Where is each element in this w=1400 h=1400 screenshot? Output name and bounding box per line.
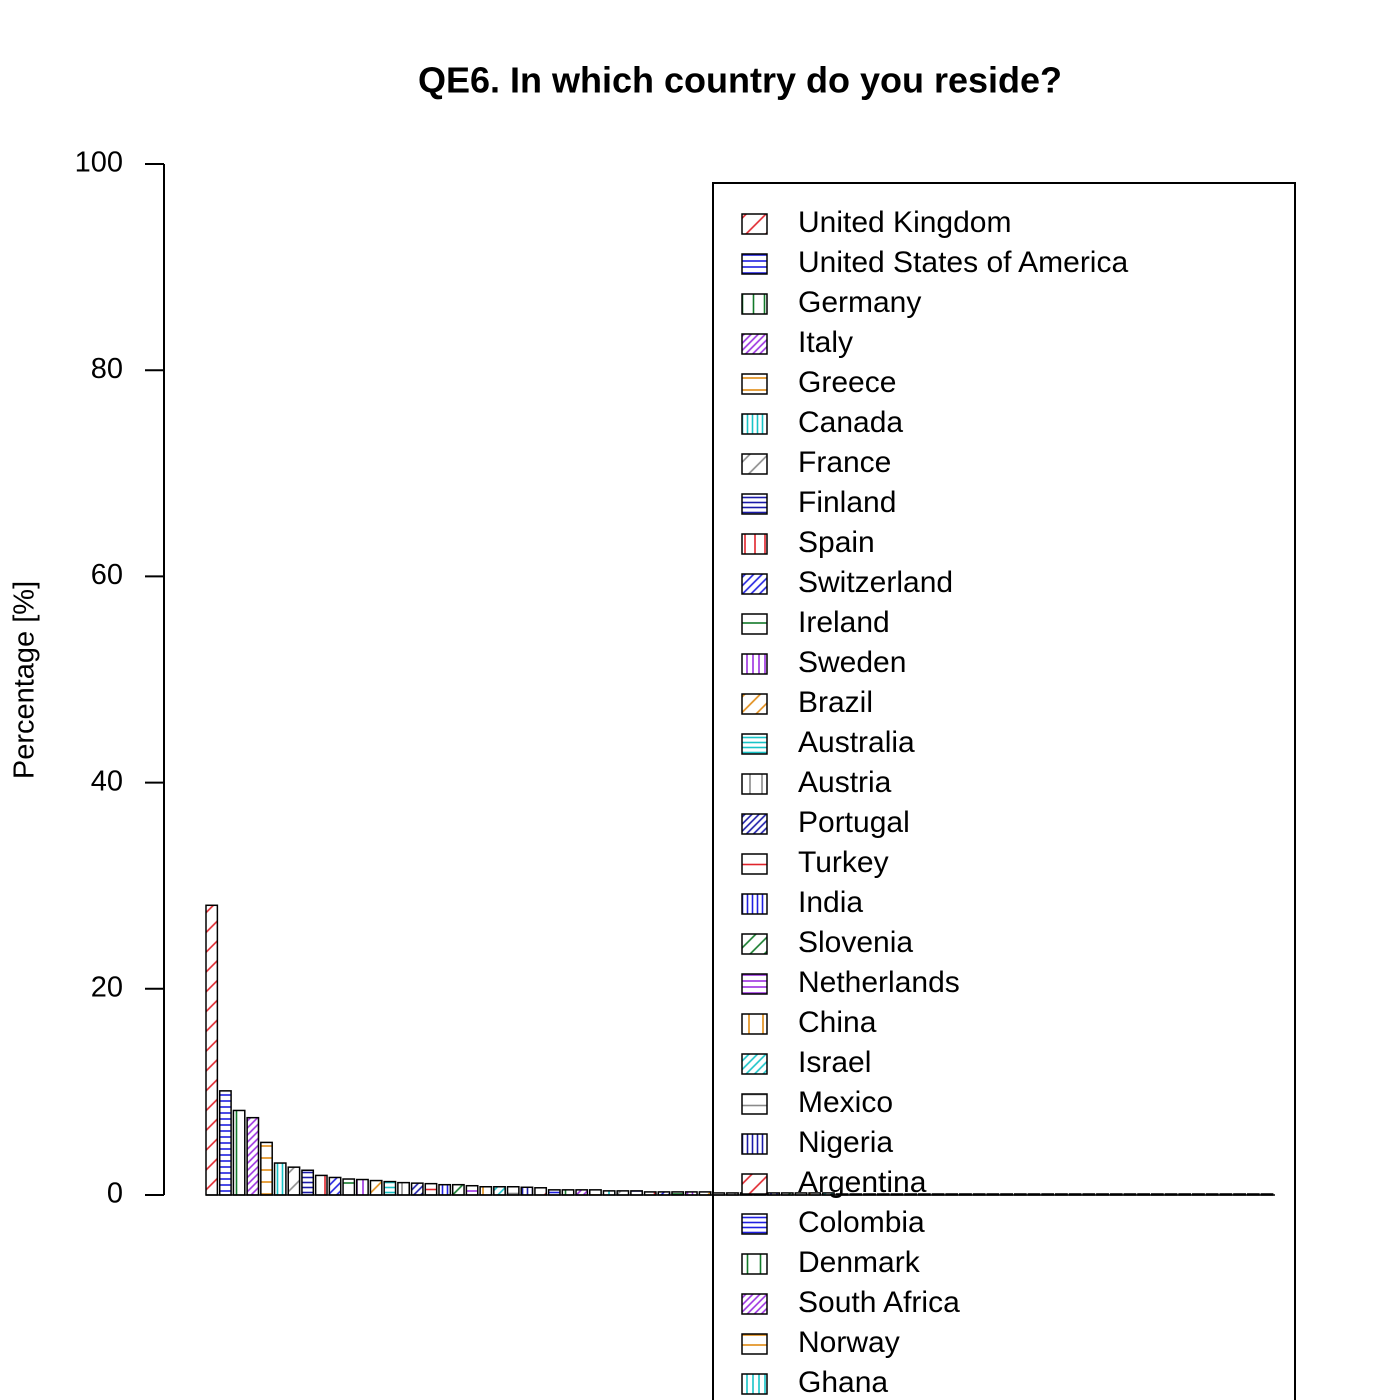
legend-label: Spain: [798, 526, 875, 559]
bar: [205, 904, 219, 1196]
legend-label: Mexico: [798, 1086, 893, 1119]
legend-label: Greece: [798, 366, 896, 399]
y-tick-label: 80: [91, 353, 123, 385]
y-tick-label: 100: [75, 147, 123, 179]
bar: [218, 1090, 232, 1196]
legend-label: Israel: [798, 1046, 871, 1079]
y-tick-label: 20: [91, 971, 123, 1003]
legend-label: Netherlands: [798, 966, 960, 999]
bar: [465, 1184, 479, 1196]
bar: [342, 1178, 356, 1196]
legend-swatch: [741, 573, 768, 595]
bar: [260, 1141, 273, 1196]
legend-swatch: [741, 413, 768, 435]
legend-label: Ghana: [798, 1366, 888, 1399]
legend-label: Switzerland: [798, 566, 953, 599]
legend-label: Slovenia: [798, 926, 913, 959]
legend-swatch: [741, 213, 768, 235]
legend-swatch: [741, 333, 768, 355]
bar: [547, 1189, 561, 1196]
legend-swatch: [741, 1173, 768, 1195]
legend-label: Denmark: [798, 1246, 921, 1279]
legend-label: Italy: [798, 326, 853, 359]
bar: [301, 1169, 315, 1196]
chart-title: QE6. In which country do you reside?: [418, 60, 1062, 101]
legend-label: France: [798, 446, 891, 479]
legend-label: Ireland: [798, 606, 890, 639]
legend-swatch: [741, 1213, 768, 1235]
legend-swatch: [741, 533, 768, 555]
bar: [246, 1116, 260, 1196]
bar: [314, 1174, 328, 1196]
legend-label: Argentina: [798, 1166, 927, 1199]
legend-swatch: [741, 373, 768, 395]
y-axis-label: Percentage [%]: [9, 581, 41, 779]
legend-label: Finland: [798, 486, 896, 519]
legend-swatch: [741, 1133, 768, 1155]
legend-label: Portugal: [798, 806, 910, 839]
bar: [328, 1176, 342, 1196]
legend-label: Canada: [798, 406, 903, 439]
legend-label: India: [798, 886, 863, 919]
legend-swatch: [741, 1053, 768, 1075]
legend-label: Norway: [798, 1326, 900, 1359]
legend-label: United States of America: [798, 246, 1128, 279]
bar: [383, 1180, 397, 1196]
legend-label: Sweden: [798, 646, 906, 679]
legend-swatch: [741, 293, 768, 315]
legend-swatch: [741, 973, 768, 995]
legend-label: South Africa: [798, 1286, 960, 1319]
bar: [520, 1186, 534, 1196]
legend-label: Germany: [798, 286, 921, 319]
bar: [438, 1183, 452, 1196]
bar: [588, 1189, 602, 1196]
bar: [273, 1162, 287, 1196]
legend-swatch: [741, 1333, 768, 1355]
bar: [232, 1109, 246, 1196]
legend-swatch: [741, 853, 768, 875]
legend-swatch: [741, 253, 768, 275]
bar: [451, 1183, 465, 1196]
bar: [424, 1182, 438, 1196]
legend-swatch: [741, 1373, 768, 1395]
legend-swatch: [741, 733, 768, 755]
legend-label: Colombia: [798, 1206, 925, 1239]
legend-box: [712, 182, 1296, 1400]
legend-swatch: [741, 1093, 768, 1115]
legend-swatch: [741, 773, 768, 795]
legend-swatch: [741, 493, 768, 515]
bar: [369, 1179, 383, 1196]
legend-swatch: [741, 1253, 768, 1275]
bar: [506, 1186, 520, 1196]
legend-label: Australia: [798, 726, 915, 759]
bar: [479, 1186, 493, 1196]
bar: [575, 1189, 589, 1196]
bar: [534, 1187, 548, 1196]
legend-swatch: [741, 613, 768, 635]
y-tick-label: 0: [107, 1178, 123, 1210]
legend-label: Austria: [798, 766, 892, 799]
bar: [397, 1181, 410, 1196]
legend-swatch: [741, 653, 768, 675]
legend-label: Nigeria: [798, 1126, 893, 1159]
y-tick-label: 60: [91, 559, 123, 591]
bar: [410, 1182, 424, 1196]
legend-swatch: [741, 933, 768, 955]
y-tick-label: 40: [91, 765, 123, 797]
legend-label: United Kingdom: [798, 206, 1011, 239]
legend-swatch: [741, 893, 768, 915]
bar: [356, 1178, 369, 1196]
legend-swatch: [741, 1293, 768, 1315]
legend-label: Brazil: [798, 686, 873, 719]
legend-swatch: [741, 813, 768, 835]
legend-label: Turkey: [798, 846, 889, 879]
legend-label: China: [798, 1006, 877, 1039]
bar: [287, 1166, 301, 1196]
legend-swatch: [741, 453, 768, 475]
bar: [561, 1189, 575, 1196]
legend-swatch: [741, 693, 768, 715]
legend-swatch: [741, 1013, 768, 1035]
bar: [493, 1186, 506, 1196]
